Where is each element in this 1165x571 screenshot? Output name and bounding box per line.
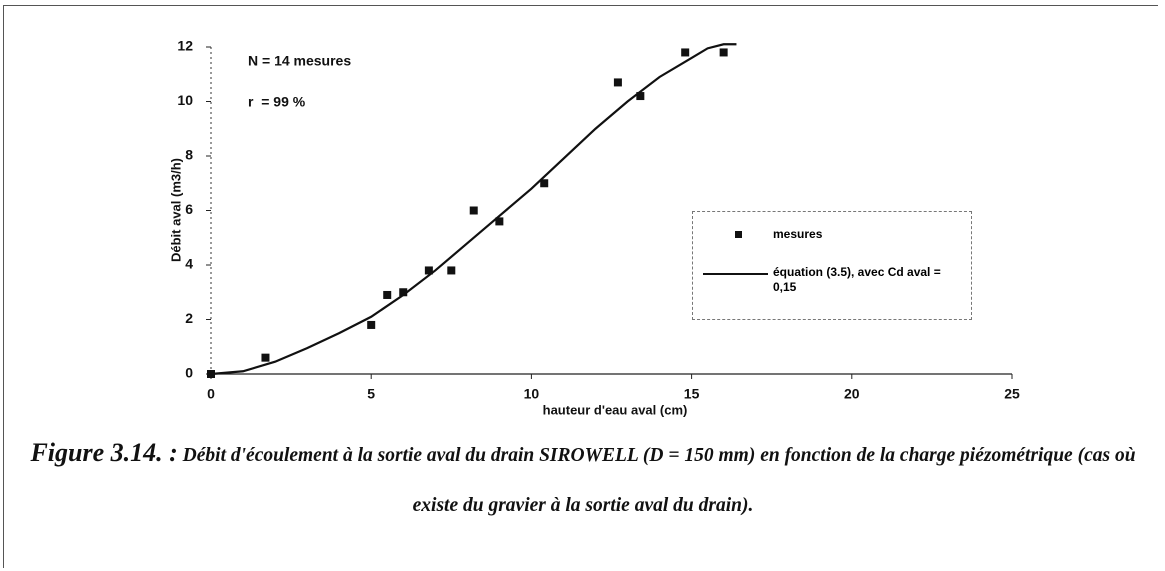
data-point: [447, 266, 456, 275]
data-point: [367, 320, 376, 329]
data-point: [719, 48, 728, 57]
y-tick-label: 4: [185, 256, 193, 272]
x-tick-label: 20: [844, 386, 860, 402]
data-point: [261, 353, 270, 362]
data-point: [636, 92, 645, 101]
data-point: [613, 78, 622, 87]
legend: mesures équation (3.5), avec Cd aval = 0…: [692, 211, 972, 320]
legend-label: équation (3.5), avec Cd aval = 0,15: [773, 265, 941, 294]
data-point: [424, 266, 433, 275]
data-point: [681, 48, 690, 57]
annotation: N = 14 mesures: [248, 53, 351, 69]
legend-label: mesures: [773, 227, 823, 241]
fit-curve: [210, 43, 737, 376]
x-tick-label: 5: [367, 386, 375, 402]
frame: [3, 5, 1158, 568]
x-tick-label: 15: [684, 386, 700, 402]
legend-line: [703, 273, 768, 275]
y-tick-label: 0: [185, 365, 193, 381]
data-point: [495, 217, 504, 226]
caption-label: Figure 3.14. :: [30, 438, 178, 467]
data-point: [383, 290, 392, 299]
legend-marker: [735, 231, 742, 238]
data-point: [540, 179, 549, 188]
chart: N = 14 mesures r = 99 % hauteur d'eau av…: [168, 38, 1020, 418]
y-axis-label: Débit aval (m3/h): [168, 158, 183, 262]
data-point: [399, 288, 408, 297]
x-axis-label: hauteur d'eau aval (cm): [543, 402, 688, 417]
x-tick-label: 0: [207, 386, 215, 402]
x-tick-label: 25: [1004, 386, 1020, 402]
caption-text: Débit d'écoulement à la sortie aval du d…: [182, 445, 1136, 516]
y-tick-label: 12: [177, 38, 193, 54]
y-tick-label: 2: [185, 310, 193, 326]
y-tick-label: 6: [185, 201, 193, 217]
annotation: r = 99 %: [248, 94, 306, 110]
x-tick-label: 10: [524, 386, 540, 402]
data-point: [469, 206, 478, 215]
y-tick-label: 8: [185, 147, 193, 163]
caption: Figure 3.14. : Débit d'écoulement à la s…: [8, 428, 1158, 531]
y-tick-label: 10: [177, 92, 193, 108]
